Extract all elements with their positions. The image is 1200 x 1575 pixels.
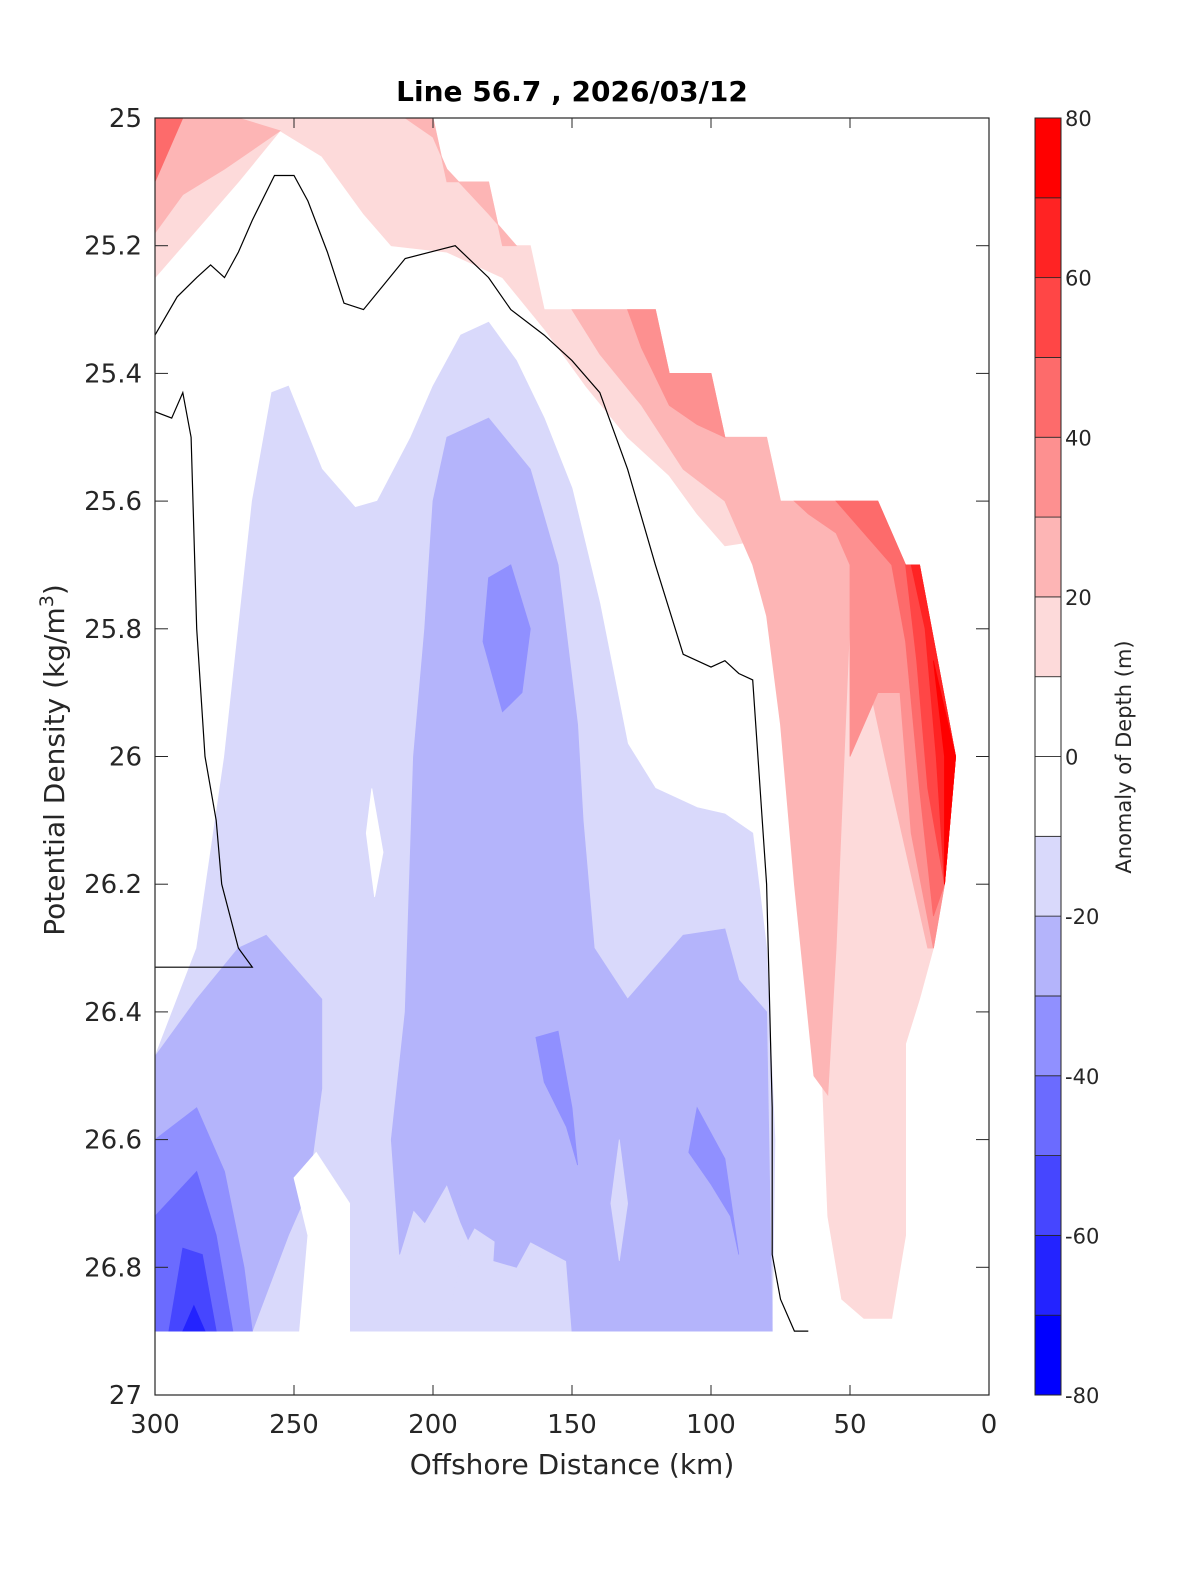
colorbar-band <box>1034 835 1062 917</box>
y-axis-label: Potential Density (kg/m3) <box>36 584 71 936</box>
colorbar-tick-label: -60 <box>1065 1224 1099 1248</box>
contour-region <box>155 1170 234 1332</box>
colorbar-band <box>1034 915 1062 997</box>
y-axis: 25 25.2 25.4 25.6 25.8 26 26.2 26.4 26.6 26.8 27 <box>84 104 989 1411</box>
colorbar-band <box>1034 676 1062 757</box>
colorbar-band <box>1034 516 1062 598</box>
contour-region <box>293 1151 351 1332</box>
colorbar-band <box>1034 277 1062 358</box>
colorbar-tick-label: -40 <box>1065 1065 1099 1089</box>
x-tick-label: 100 <box>686 1410 736 1440</box>
y-tick-label: 26.2 <box>84 870 142 900</box>
x-tick-label: 0 <box>981 1410 998 1440</box>
colorbar-tick-label: 40 <box>1065 426 1092 450</box>
colorbar-label: Anomaly of Depth (m) <box>1112 640 1136 873</box>
plot-area: 300 250 200 150 100 50 0 2525.225.425.625.8262… <box>84 104 997 1440</box>
contour-region <box>627 309 726 438</box>
y-tick-label: 26.8 <box>84 1253 142 1283</box>
zero-contour-layer <box>155 174 809 1332</box>
colorbar-tick-label: -20 <box>1065 905 1099 929</box>
colorbar-band <box>1034 756 1062 837</box>
y-tick-label: 25.8 <box>84 615 142 645</box>
zero-contour-line <box>155 174 809 1332</box>
chart-title: Line 56.7 , 2026/03/12 <box>396 75 748 108</box>
colorbar-tick-label: -80 <box>1065 1384 1099 1408</box>
colorbar-tick-label: 0 <box>1065 746 1078 770</box>
colorbar-bands <box>1034 117 1062 1396</box>
colorbar-band <box>1034 1075 1062 1156</box>
contour-region <box>155 118 184 183</box>
colorbar-band <box>1034 357 1062 438</box>
colorbar-band <box>1034 1155 1062 1236</box>
zero-contour-line <box>155 390 254 968</box>
y-axis-label-superscript: 3 <box>36 595 58 607</box>
x-tick-label: 250 <box>269 1410 319 1440</box>
contour-region <box>482 564 531 713</box>
x-tick-label: 150 <box>547 1410 597 1440</box>
colorbar-band <box>1034 197 1062 279</box>
x-tick-label: 200 <box>408 1410 458 1440</box>
y-tick-label: 25.2 <box>84 232 142 262</box>
y-axis-label-text: Potential Density (kg/m <box>38 607 71 936</box>
contour-region <box>933 660 957 885</box>
colorbar-band <box>1034 995 1062 1077</box>
y-tick-label: 25 <box>109 104 142 134</box>
colorbar-tick-label: 60 <box>1065 267 1092 291</box>
contour-region <box>155 118 282 234</box>
colorbar-tick-label: 20 <box>1065 586 1092 610</box>
contour-region <box>404 118 518 247</box>
colorbar-tick-label: 80 <box>1065 107 1092 131</box>
contour-region <box>688 1106 740 1255</box>
colorbar: 80 60 40 20 0 -20 -40 -60 -80 Anomaly of Depth (… <box>1034 107 1136 1408</box>
contour-fill-layer <box>155 118 957 1332</box>
colorbar-band <box>1034 596 1062 678</box>
y-tick-label: 26.4 <box>84 998 142 1028</box>
contour-region <box>610 1139 629 1261</box>
colorbar-band <box>1034 117 1062 199</box>
contour-region <box>535 1030 578 1166</box>
x-tick-label: 50 <box>833 1410 866 1440</box>
colorbar-band <box>1034 1234 1062 1316</box>
y-tick-label: 26.6 <box>84 1126 142 1156</box>
contour-region <box>182 1304 206 1332</box>
colorbar-ticks: 80 60 40 20 0 -20 -40 -60 -80 <box>1065 107 1099 1408</box>
x-axis: 300 250 200 150 100 50 0 <box>130 118 997 1440</box>
colorbar-frame <box>1034 117 1062 1396</box>
y-tick-label: 25.6 <box>84 487 142 517</box>
colorbar-band <box>1034 1314 1062 1396</box>
y-tick-label: 27 <box>109 1381 142 1411</box>
colorbar-band <box>1034 436 1062 518</box>
x-axis-label: Offshore Distance (km) <box>410 1448 735 1481</box>
x-tick-label: 300 <box>130 1410 180 1440</box>
y-axis-label-close: ) <box>38 584 71 595</box>
contour-region <box>365 788 384 898</box>
y-tick-label: 26 <box>109 743 142 773</box>
contour-region <box>446 1228 495 1332</box>
y-tick-label: 25.4 <box>84 359 142 389</box>
